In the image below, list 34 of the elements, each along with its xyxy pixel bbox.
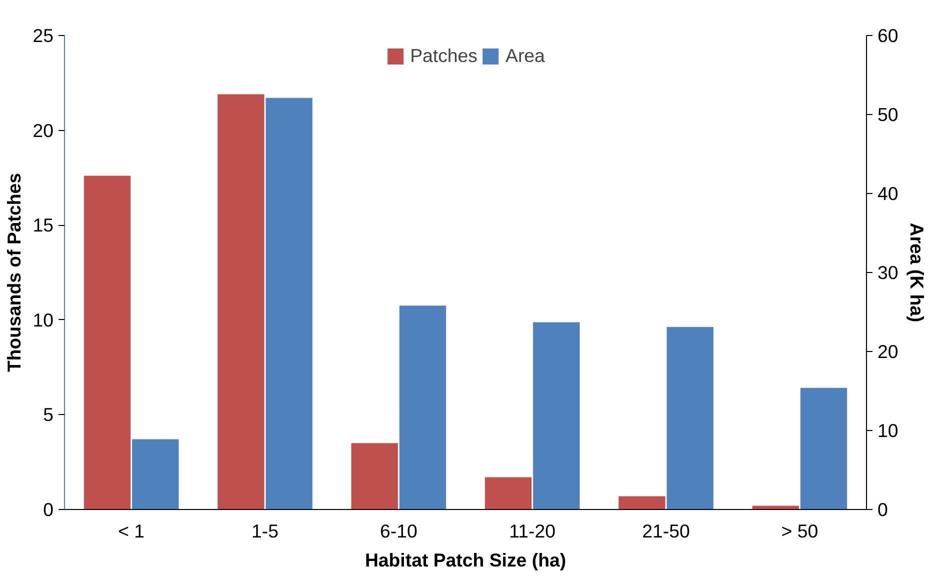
legend-label: Area bbox=[506, 45, 545, 67]
y-axis-title: Thousands of Patches bbox=[4, 172, 25, 372]
y2-tick-label: 50 bbox=[878, 104, 898, 125]
bar bbox=[351, 443, 398, 510]
y2-tick-label: 60 bbox=[878, 25, 898, 46]
y-tick-label: 25 bbox=[32, 25, 54, 46]
bar bbox=[618, 496, 666, 510]
bar bbox=[484, 477, 532, 510]
x-tick-label: 6-10 bbox=[380, 520, 418, 542]
x-tick-label: > 50 bbox=[781, 520, 818, 542]
x-tick-label: < 1 bbox=[118, 520, 145, 542]
y-tick-label: 5 bbox=[43, 404, 54, 426]
y-tick-label: 20 bbox=[32, 120, 54, 141]
bar bbox=[800, 388, 848, 510]
y2-axis-title: Area (K ha) bbox=[906, 222, 928, 322]
x-tick-label: 11-20 bbox=[509, 520, 556, 542]
x-tick-label: 21-50 bbox=[642, 520, 690, 542]
bar bbox=[752, 506, 799, 510]
y2-tick-label: 10 bbox=[878, 420, 898, 441]
legend-label: Patches bbox=[410, 45, 478, 67]
bar bbox=[399, 306, 446, 510]
bar bbox=[533, 322, 580, 510]
bar bbox=[84, 176, 131, 510]
y2-tick-label: 40 bbox=[878, 183, 898, 204]
y2-tick-label: 20 bbox=[878, 341, 898, 362]
y2-tick-label: 0 bbox=[878, 499, 888, 520]
bar bbox=[132, 439, 179, 510]
y-tick-label: 10 bbox=[32, 309, 54, 330]
x-axis-title: Habitat Patch Size (ha) bbox=[364, 550, 566, 570]
bar bbox=[666, 327, 714, 510]
y-tick-label: 0 bbox=[43, 499, 54, 520]
y2-tick-label: 30 bbox=[878, 262, 898, 283]
x-tick-label: 1-5 bbox=[252, 520, 278, 542]
y-tick-label: 15 bbox=[32, 214, 54, 236]
